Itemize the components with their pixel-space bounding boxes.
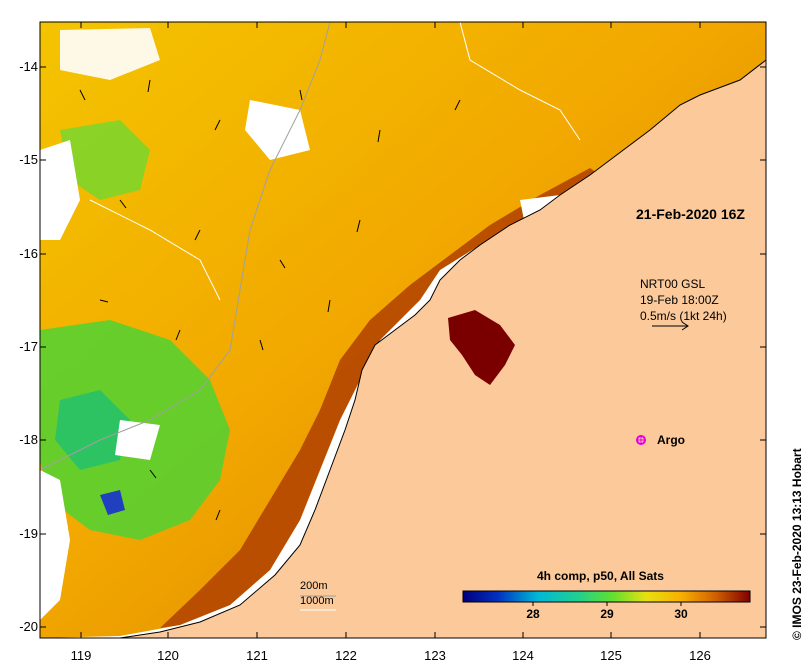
copyright-icon: © (790, 631, 804, 640)
warm-coastal-band (160, 168, 600, 628)
land (120, 60, 766, 638)
argo-marker (636, 435, 646, 445)
vector-legend: NRT00 GSL 19-Feb 18:00Z 0.5m/s (1kt 24h) (640, 276, 727, 324)
lat-label: -14 (19, 59, 38, 74)
cloud-gap (40, 470, 70, 620)
lat-label: -15 (19, 152, 38, 167)
cool-patch-northwest (60, 120, 150, 200)
colorbar-ticks (532, 602, 682, 606)
lon-label: 120 (157, 648, 179, 663)
depth-contour-1000m (459, 21, 581, 141)
credit-text: IMOS 23-Feb-2020 13:13 Hobart (790, 448, 804, 628)
lat-label: -20 (19, 619, 38, 634)
depth-legend-200m: 200m (300, 580, 328, 592)
argo-label: Argo (657, 433, 685, 447)
lon-label: 125 (600, 648, 622, 663)
lon-label: 121 (246, 648, 268, 663)
plot-frame (39, 21, 767, 639)
vector-scale-arrow (652, 321, 689, 331)
inland-water (448, 310, 515, 385)
colorbar (462, 590, 751, 603)
depth-contour-200m (39, 21, 331, 471)
lon-label: 119 (70, 648, 92, 663)
colorbar-tick-label: 30 (674, 607, 688, 621)
depth-contour-1000m (89, 199, 221, 301)
cool-patch-core (55, 390, 130, 470)
lon-label: 126 (689, 648, 711, 663)
lon-label: 124 (512, 648, 534, 663)
cloud-gap (40, 140, 80, 240)
lon-label: 122 (335, 648, 357, 663)
lon-label: 123 (424, 648, 446, 663)
colorbar-tick-label: 29 (600, 607, 614, 621)
depth-legend-1000m: 1000m (300, 595, 334, 607)
vector-scale: 0.5m/s (1kt 24h) (640, 309, 727, 323)
lat-label: -16 (19, 246, 38, 261)
lat-label: -19 (19, 526, 38, 541)
lat-label: -18 (19, 432, 38, 447)
lat-label: -17 (19, 339, 38, 354)
colorbar-tick-label: 28 (526, 607, 540, 621)
cool-patch-blue (100, 490, 125, 515)
vector-time: 19-Feb 18:00Z (640, 293, 719, 307)
credit-line: © IMOS 23-Feb-2020 13:13 Hobart (790, 448, 804, 640)
current-vectors (79, 79, 461, 521)
cloud-gap (60, 28, 160, 80)
coastline (119, 59, 767, 639)
cloud-gap (245, 100, 310, 160)
colorbar-title: 4h comp, p50, All Sats (537, 569, 664, 583)
image-date-label: 21-Feb-2020 16Z (636, 206, 745, 222)
axis-ticks (40, 22, 766, 638)
vector-source: NRT00 GSL (640, 277, 706, 291)
